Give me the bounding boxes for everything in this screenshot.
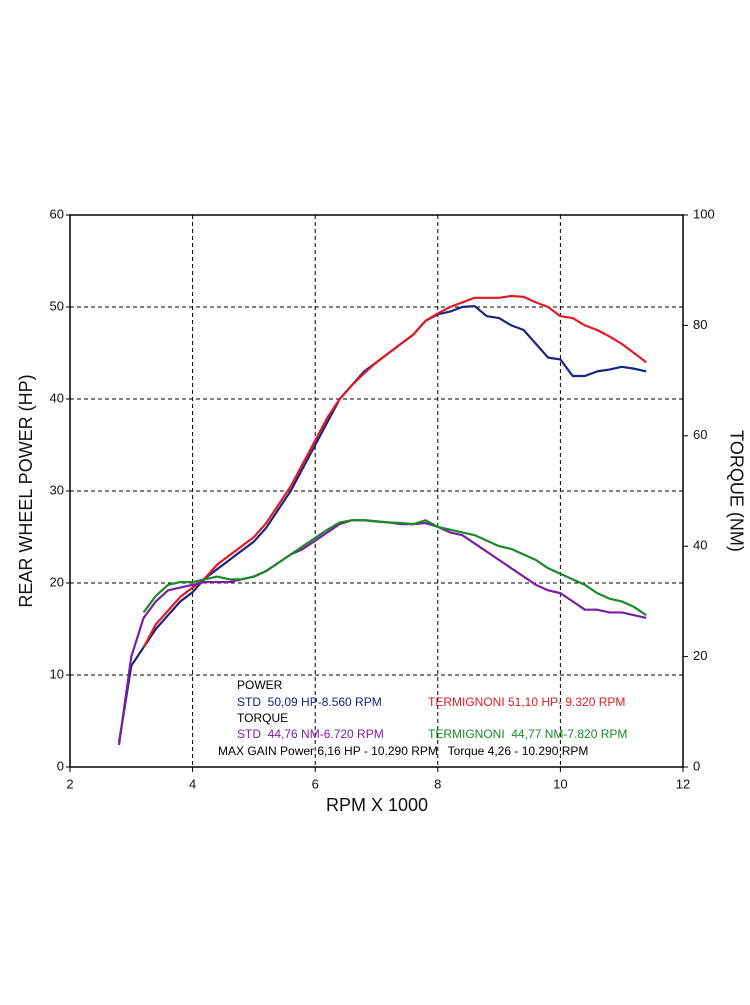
y2-tick-label: 60: [693, 427, 707, 442]
x-tick-label: 12: [676, 776, 690, 791]
annotation: MAX GAIN Power 6,16 HP - 10.290 RPM Torq…: [218, 744, 588, 758]
x-tick-label: 4: [189, 776, 196, 791]
y2-tick-label: 100: [693, 206, 715, 221]
y2-axis-title: TORQUE (NM): [726, 430, 746, 552]
line-series: [117, 519, 647, 746]
y-tick-label: 20: [50, 574, 64, 589]
legend-entry: TERMIGNONI 51,10 HP- 9.320 RPM: [428, 695, 625, 709]
line-series: [142, 294, 647, 648]
y-tick-label: 30: [50, 482, 64, 497]
y-tick-label: 0: [57, 758, 64, 773]
x-tick-label: 2: [66, 776, 73, 791]
plot-border: [69, 214, 684, 768]
y2-tick-label: 20: [693, 648, 707, 663]
x-tick-label: 10: [553, 776, 567, 791]
legend-entry: STD 50,09 HP-8.560 RPM: [237, 695, 382, 709]
x-axis-title: RPM X 1000: [326, 795, 428, 815]
y-axis-title: REAR WHEEL POWER (HP): [16, 374, 36, 607]
y2-tick-label: 40: [693, 538, 707, 553]
y2-tick-label: 0: [693, 758, 700, 773]
x-tick-label: 6: [312, 776, 319, 791]
legend-entry: STD 44,76 NM-6.720 RPM: [237, 727, 384, 741]
line-series: [142, 519, 647, 617]
legend-group: TORQUE: [237, 711, 288, 725]
legend-group: POWER: [237, 678, 283, 692]
legend-entry: TERMIGNONI 44,77 NM-7.820 RPM: [428, 727, 627, 741]
y-tick-label: 60: [50, 206, 64, 221]
y-tick-label: 50: [50, 298, 64, 313]
y-tick-label: 10: [50, 666, 64, 681]
x-tick-label: 8: [434, 776, 441, 791]
y2-tick-label: 80: [693, 317, 707, 332]
line-series: [117, 304, 647, 743]
y-tick-label: 40: [50, 390, 64, 405]
